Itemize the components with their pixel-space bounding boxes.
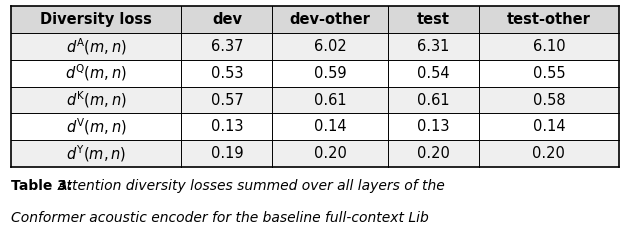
Text: 0.13: 0.13 xyxy=(210,119,243,135)
Text: $d^\mathrm{A}(m, n)$: $d^\mathrm{A}(m, n)$ xyxy=(66,36,127,57)
Text: 0.55: 0.55 xyxy=(532,66,565,81)
Text: Attention diversity losses summed over all layers of the: Attention diversity losses summed over a… xyxy=(57,179,445,193)
Bar xyxy=(11,60,619,87)
Bar xyxy=(11,87,619,113)
Text: 0.14: 0.14 xyxy=(532,119,565,135)
Text: 6.31: 6.31 xyxy=(417,39,450,54)
Text: 0.19: 0.19 xyxy=(210,146,243,161)
Text: $d^\mathrm{Y}(m, n)$: $d^\mathrm{Y}(m, n)$ xyxy=(66,143,127,164)
Bar xyxy=(11,33,619,60)
Text: $d^\mathrm{K}(m, n)$: $d^\mathrm{K}(m, n)$ xyxy=(66,90,127,110)
Text: 0.20: 0.20 xyxy=(417,146,450,161)
Bar xyxy=(11,113,619,140)
Text: 0.14: 0.14 xyxy=(314,119,347,135)
Text: 0.61: 0.61 xyxy=(314,92,347,108)
Bar xyxy=(11,6,619,33)
Bar xyxy=(11,140,619,167)
Text: Table 3:: Table 3: xyxy=(11,179,77,193)
Text: Diversity loss: Diversity loss xyxy=(40,12,152,27)
Text: 0.20: 0.20 xyxy=(532,146,565,161)
Text: 0.61: 0.61 xyxy=(417,92,450,108)
Text: $d^\mathrm{V}(m, n)$: $d^\mathrm{V}(m, n)$ xyxy=(66,117,127,137)
Text: dev-other: dev-other xyxy=(290,12,370,27)
Text: 0.20: 0.20 xyxy=(314,146,347,161)
Text: 0.57: 0.57 xyxy=(210,92,243,108)
Text: test-other: test-other xyxy=(507,12,591,27)
Text: 0.58: 0.58 xyxy=(532,92,565,108)
Text: 0.59: 0.59 xyxy=(314,66,347,81)
Text: 6.02: 6.02 xyxy=(314,39,347,54)
Text: test: test xyxy=(417,12,450,27)
Text: 0.54: 0.54 xyxy=(417,66,450,81)
Text: 0.53: 0.53 xyxy=(210,66,243,81)
Text: dev: dev xyxy=(212,12,242,27)
Text: Conformer acoustic encoder for the baseline full-context Lib: Conformer acoustic encoder for the basel… xyxy=(11,211,429,225)
Text: $d^\mathrm{Q}(m, n)$: $d^\mathrm{Q}(m, n)$ xyxy=(66,63,127,84)
Text: 6.37: 6.37 xyxy=(210,39,243,54)
Text: 6.10: 6.10 xyxy=(532,39,565,54)
Text: 0.13: 0.13 xyxy=(417,119,450,135)
